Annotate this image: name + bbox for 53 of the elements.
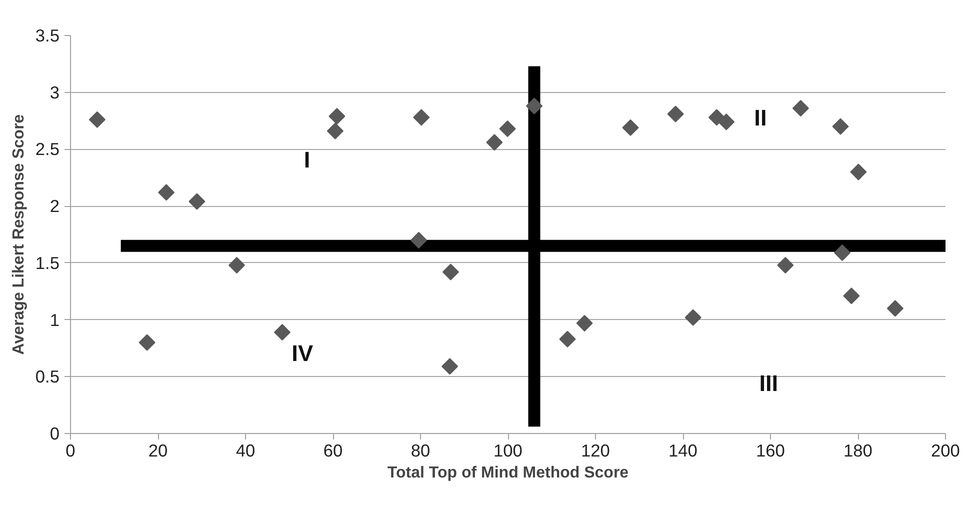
x-tick-label: 200 <box>931 440 960 460</box>
y-tick-label: 1 <box>50 310 60 330</box>
x-tick-label: 120 <box>581 440 610 460</box>
annotation: II <box>754 104 767 131</box>
point <box>886 300 904 317</box>
y-tick-label: 1.5 <box>35 252 60 273</box>
point <box>158 184 175 201</box>
point <box>486 134 503 151</box>
x-tick-label: 80 <box>410 440 430 460</box>
x-tick-label: 20 <box>148 440 168 460</box>
point <box>559 330 576 348</box>
y-tick-label: 0.5 <box>35 366 60 387</box>
point <box>188 193 206 210</box>
point <box>526 98 543 114</box>
annotation: III <box>759 370 778 396</box>
y-tick-label: 0 <box>50 424 60 444</box>
point <box>442 264 459 280</box>
point <box>499 120 516 138</box>
x-tick-label: 100 <box>494 440 522 460</box>
point <box>576 314 593 332</box>
point <box>328 108 346 125</box>
point <box>777 256 794 274</box>
annotation: IV <box>292 340 314 366</box>
y-tick-label: 2 <box>50 196 60 216</box>
x-tick-label: 140 <box>668 440 698 460</box>
x-tick-label: 0 <box>66 440 76 460</box>
point <box>792 100 809 117</box>
x-tick-label: 160 <box>756 440 785 460</box>
point <box>138 334 156 351</box>
y-tick-label: 3 <box>50 82 60 102</box>
point <box>326 122 344 140</box>
point <box>718 114 735 130</box>
point <box>850 164 867 180</box>
point <box>667 106 684 122</box>
x-tick-label: 60 <box>323 440 343 460</box>
point <box>442 358 458 375</box>
x-tick-label: 40 <box>236 440 256 460</box>
x-axis-title: Total Top of Mind Method Score <box>387 464 629 482</box>
y-tick-label: 3.5 <box>35 26 60 46</box>
point <box>832 118 849 135</box>
point <box>834 244 851 261</box>
x-tick-label: 180 <box>844 440 872 460</box>
y-tick-label: 2.5 <box>35 139 60 160</box>
point <box>684 309 702 326</box>
y-axis-title: Average Likert Response Score <box>10 114 28 355</box>
point <box>413 109 430 126</box>
point <box>410 232 428 248</box>
point <box>228 256 246 274</box>
point <box>274 324 291 341</box>
point <box>843 288 860 304</box>
annotation: I <box>304 146 310 173</box>
point <box>622 119 639 136</box>
point <box>88 111 106 128</box>
